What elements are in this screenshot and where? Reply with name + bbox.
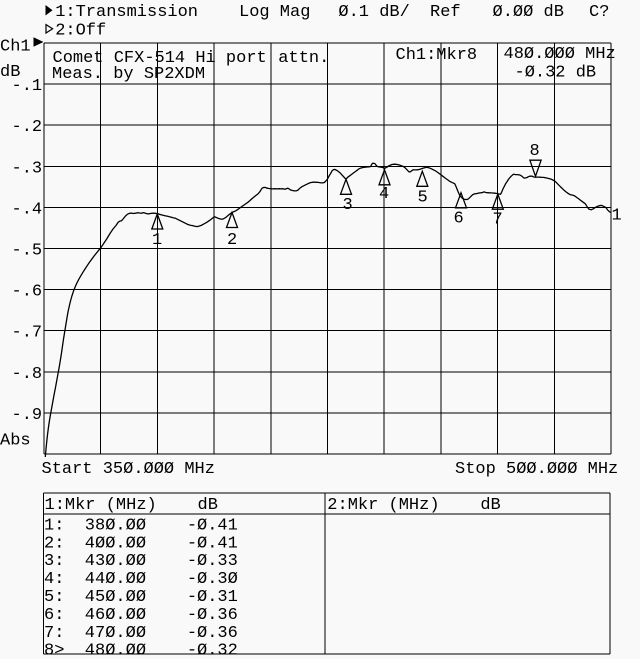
svg-text:-.3: -.3 xyxy=(12,159,43,178)
svg-text:-.1: -.1 xyxy=(12,77,43,96)
svg-text:-.6: -.6 xyxy=(12,283,43,302)
svg-text:5: 45Ø.ØØ -Ø.31: 5: 45Ø.ØØ -Ø.31 xyxy=(44,588,238,607)
svg-text:7: 7 xyxy=(493,211,503,230)
svg-text:Stop 5ØØ.ØØØ MHz: Stop 5ØØ.ØØØ MHz xyxy=(455,460,618,479)
svg-text:2: 4ØØ.ØØ -Ø.41: 2: 4ØØ.ØØ -Ø.41 xyxy=(44,534,238,553)
svg-text:Ch1: Ch1 xyxy=(0,37,31,56)
svg-text:7: 47Ø.ØØ -Ø.36: 7: 47Ø.ØØ -Ø.36 xyxy=(44,624,238,643)
svg-text:Log Mag: Log Mag xyxy=(239,3,310,22)
svg-text:Ø.1 dB/: Ø.1 dB/ xyxy=(338,3,409,22)
svg-text:-.5: -.5 xyxy=(12,241,43,260)
svg-text:-.4: -.4 xyxy=(12,200,43,219)
svg-text:Ch1:Mkr8: Ch1:Mkr8 xyxy=(396,46,478,65)
svg-text:1: 1 xyxy=(612,207,622,226)
svg-text:Start 35Ø.ØØØ MHz: Start 35Ø.ØØØ MHz xyxy=(42,460,215,479)
svg-text:6: 6 xyxy=(454,210,464,229)
svg-text:-.7: -.7 xyxy=(12,324,43,343)
svg-text:-.9: -.9 xyxy=(12,406,43,425)
svg-text:3: 3 xyxy=(343,196,353,215)
svg-text:1: 38Ø.ØØ -Ø.41: 1: 38Ø.ØØ -Ø.41 xyxy=(44,516,238,535)
svg-text:1:Transmission: 1:Transmission xyxy=(55,3,198,22)
svg-text:attn.: attn. xyxy=(278,49,329,68)
svg-text:-.2: -.2 xyxy=(12,118,43,137)
svg-text:-.8: -.8 xyxy=(12,365,43,384)
svg-text:8> 48Ø.ØØ -Ø.32: 8> 48Ø.ØØ -Ø.32 xyxy=(44,642,238,659)
svg-text:-Ø.32 dB: -Ø.32 dB xyxy=(515,64,597,83)
svg-text:48Ø.ØØØ MHz: 48Ø.ØØØ MHz xyxy=(504,45,616,64)
svg-text:1:Mkr (MHz) dB: 1:Mkr (MHz) dB xyxy=(45,496,218,515)
svg-text:C?: C? xyxy=(589,3,609,22)
svg-text:Ø.ØØ dB: Ø.ØØ dB xyxy=(493,3,564,22)
svg-text:Ref: Ref xyxy=(430,3,461,22)
svg-text:5: 5 xyxy=(418,188,428,207)
svg-text:3: 43Ø.ØØ -Ø.33: 3: 43Ø.ØØ -Ø.33 xyxy=(44,552,238,571)
svg-text:6: 46Ø.ØØ -Ø.36: 6: 46Ø.ØØ -Ø.36 xyxy=(44,606,238,625)
svg-text:1: 1 xyxy=(152,231,162,250)
svg-text:4: 4 xyxy=(379,185,389,204)
svg-text:2:Mkr (MHz) dB: 2:Mkr (MHz) dB xyxy=(327,496,500,515)
svg-text:Meas. by SP2XDM: Meas. by SP2XDM xyxy=(52,65,205,84)
svg-text:dB: dB xyxy=(0,63,20,82)
svg-text:Abs: Abs xyxy=(0,432,31,451)
svg-text:2: 2 xyxy=(227,231,237,250)
svg-text:2:Off: 2:Off xyxy=(55,22,106,41)
svg-text:Comet CFX-514 Hi port: Comet CFX-514 Hi port xyxy=(53,49,267,68)
svg-text:4: 44Ø.ØØ -Ø.3Ø: 4: 44Ø.ØØ -Ø.3Ø xyxy=(44,570,238,589)
svg-text:8: 8 xyxy=(530,142,540,161)
